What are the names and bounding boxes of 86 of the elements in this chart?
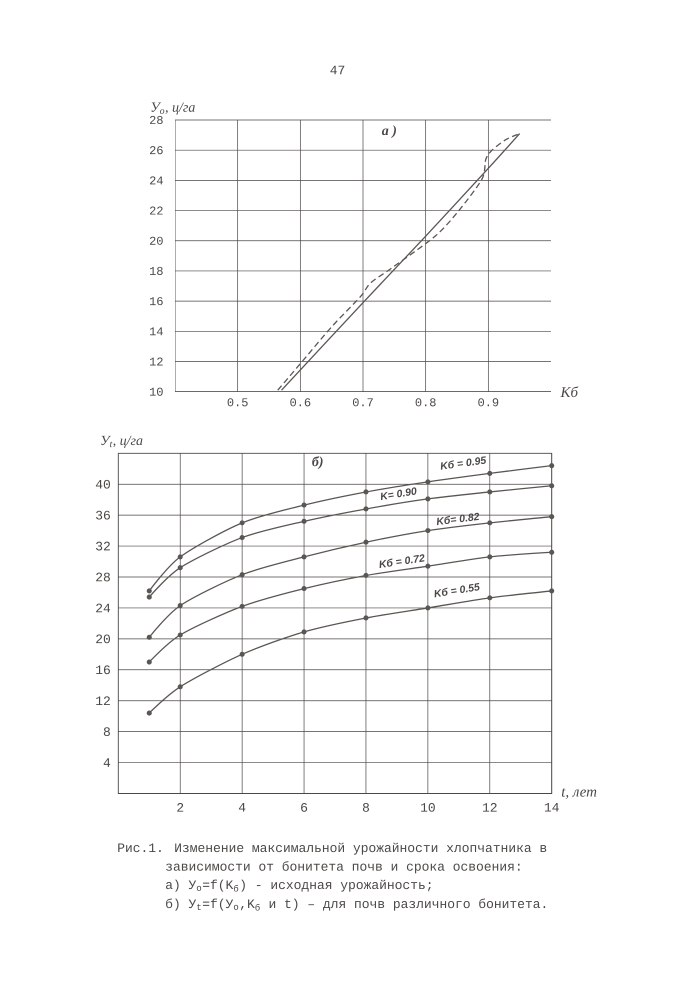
point xyxy=(146,660,152,665)
point xyxy=(425,496,430,502)
y-tick-label: 24 xyxy=(96,604,110,612)
y-tick-label: 8 xyxy=(104,727,110,736)
text: Kб = 0.72 xyxy=(380,554,424,568)
point xyxy=(178,684,183,690)
x-tick-label: 0.8 xyxy=(416,398,436,406)
point xyxy=(178,632,183,638)
text: б) У$_{t}$=f(У$_{о}$,K$_{б}$ и t) – для почв различного бонитета. xyxy=(166,898,546,911)
point xyxy=(549,463,554,468)
point xyxy=(240,572,245,578)
x-tick-label: 8 xyxy=(362,803,369,812)
text: Kб = 0.95 xyxy=(440,456,486,470)
y-tick-label: 26 xyxy=(150,146,163,154)
y-tick-label: 20 xyxy=(150,236,163,245)
x-tick-label: 0.9 xyxy=(478,398,498,406)
x-tick-label: 0.7 xyxy=(352,398,373,406)
y-axis-title: У$_{о}$, ц/га xyxy=(152,102,195,114)
point xyxy=(178,565,183,570)
point xyxy=(240,652,245,657)
point xyxy=(425,528,430,534)
point xyxy=(363,506,369,512)
point xyxy=(487,520,492,526)
y-tick-label: 12 xyxy=(96,696,110,706)
point xyxy=(487,554,492,560)
x-tick-label: 0.6 xyxy=(290,398,310,406)
point xyxy=(363,615,369,621)
x-tick-label: 4 xyxy=(238,803,246,812)
point xyxy=(178,554,183,560)
text: K= 0.90 xyxy=(380,487,416,500)
point xyxy=(363,540,369,545)
point xyxy=(302,502,307,508)
y-tick-label: 28 xyxy=(96,572,110,582)
y-axis-title: У$_{t}$, ц/га xyxy=(101,436,142,448)
point xyxy=(487,595,492,600)
point xyxy=(240,520,245,526)
point xyxy=(240,535,245,540)
y-tick-label: 16 xyxy=(150,297,163,306)
y-tick-label: 12 xyxy=(150,358,163,366)
point xyxy=(178,603,183,608)
y-tick-label: 28 xyxy=(150,116,163,124)
x-tick-label: 10 xyxy=(421,803,435,812)
text: Рис.1. Изменение максимальной урожайности хлопчатника в зависимости от бонитета почв и срока освоения: xyxy=(118,842,546,874)
point xyxy=(549,588,554,594)
point xyxy=(425,605,430,610)
point xyxy=(487,489,492,495)
y-tick-label: 16 xyxy=(96,665,110,674)
point xyxy=(425,479,430,484)
point xyxy=(363,489,369,495)
text: Kб = 0.55 xyxy=(434,582,480,598)
chart-title: а ) xyxy=(382,125,396,138)
point xyxy=(146,588,152,594)
y-tick-label: 18 xyxy=(150,266,163,275)
point xyxy=(487,470,492,476)
point xyxy=(302,518,307,524)
x-axis-title: Kб xyxy=(560,386,578,398)
y-tick-label: 36 xyxy=(96,510,110,520)
point xyxy=(302,629,307,634)
x-tick-label: 2 xyxy=(177,803,184,812)
point xyxy=(146,710,152,716)
y-tick-label: 20 xyxy=(96,634,110,644)
y-tick-label: 40 xyxy=(96,480,110,489)
point xyxy=(363,572,369,578)
point xyxy=(425,564,430,569)
point xyxy=(302,586,307,592)
point xyxy=(302,554,307,560)
y-tick-label: 32 xyxy=(96,542,110,550)
text: 47 xyxy=(330,66,344,74)
point xyxy=(146,594,152,600)
point xyxy=(146,634,152,640)
y-tick-label: 14 xyxy=(150,327,163,336)
x-tick-label: 12 xyxy=(482,803,497,812)
point xyxy=(549,483,554,488)
y-tick-label: 10 xyxy=(150,388,163,396)
y-tick-label: 24 xyxy=(150,176,163,184)
x-axis-title: t, лет xyxy=(562,788,596,799)
x-tick-label: 14 xyxy=(544,803,559,812)
point xyxy=(549,514,554,520)
text: а) У$_{о}$=f(K$_{б}$) - исходная урожайность; xyxy=(166,880,431,892)
y-tick-label: 4 xyxy=(104,758,110,767)
x-tick-label: 6 xyxy=(301,803,308,812)
chart-title: б) xyxy=(312,456,323,470)
x-tick-label: 0.5 xyxy=(228,398,248,406)
point xyxy=(549,550,554,555)
y-tick-label: 22 xyxy=(150,206,163,215)
point xyxy=(240,604,245,609)
